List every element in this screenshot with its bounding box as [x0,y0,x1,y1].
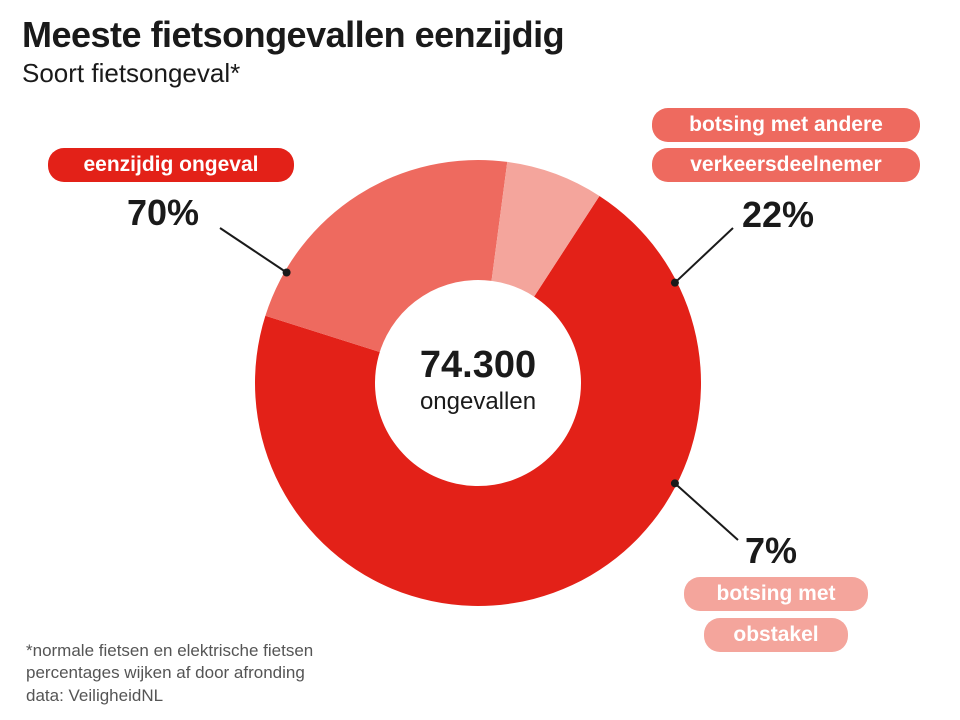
chart-subtitle: Soort fietsongeval* [22,58,241,88]
total-value: 74.300 [419,344,537,386]
total-label: ongevallen [419,388,537,415]
slice-eenzijdig [255,195,701,606]
leader-line-botsing_verkeer [674,227,734,284]
slice-botsing_obstakel [491,161,600,297]
leader-dot-botsing_verkeer [670,278,679,287]
footnote-1: *normale fietsen en elektrische fietsen [26,641,314,660]
slice-label-botsing-obstakel-line1: botsing met [684,577,868,611]
slice-percent-botsing-verkeer: 22% [742,194,815,235]
slice-label-botsing-verkeer-line2: verkeersdeelnemer [652,148,920,182]
slice-label-botsing-verkeer-line1: botsing met andere [652,108,920,142]
leader-line-eenzijdig [219,227,288,274]
slice-botsing_verkeer [265,160,508,352]
slice-label-eenzijdig: eenzijdig ongeval [48,148,294,182]
leader-dot-botsing_obstakel [670,479,679,488]
slice-percent-botsing-obstakel: 7% [745,530,798,571]
footnote-2: percentages wijken af door afronding [26,663,305,682]
leader-dot-eenzijdig [282,268,291,277]
chart-title: Meeste fietsongevallen eenzijdig [22,14,565,55]
footnote-source: data: VeiligheidNL [26,686,164,705]
slice-label-botsing-obstakel-line2: obstakel [704,618,848,652]
leader-line-botsing_obstakel [674,482,739,541]
slice-percent-eenzijdig: 70% [127,192,200,233]
